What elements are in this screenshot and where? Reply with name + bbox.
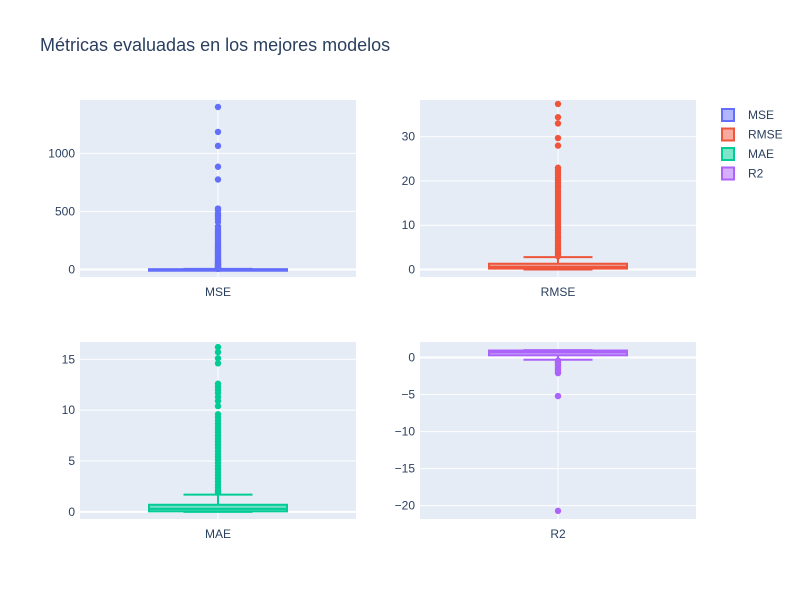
x-tick-label: R2	[550, 527, 566, 541]
outlier-point	[214, 176, 222, 183]
y-tick-label: 20	[402, 174, 416, 188]
y-tick-label: 5	[68, 454, 75, 468]
y-tick-label: 0	[408, 351, 415, 365]
legend-label: RMSE	[748, 128, 783, 142]
outlier-point	[214, 265, 222, 273]
panel-mae: 0 5 10 15 MAE	[62, 342, 356, 541]
x-tick-label: RMSE	[541, 285, 576, 299]
outlier-point	[214, 489, 222, 496]
outlier-point	[554, 114, 562, 121]
outlier-point	[554, 507, 562, 515]
legend-label: MSE	[748, 108, 774, 122]
chart-title: Métricas evaluadas en los mejores modelo…	[40, 35, 390, 55]
outlier-point	[214, 402, 222, 410]
outlier-point	[214, 397, 222, 405]
y-tick-label: 0	[68, 505, 75, 519]
outlier-point	[554, 120, 562, 127]
outlier-point	[214, 218, 222, 226]
y-tick-label: −5	[401, 388, 415, 402]
outlier-point	[554, 134, 562, 142]
y-tick-label: 0	[408, 262, 415, 276]
y-tick-label: 500	[55, 204, 75, 218]
x-tick-label: MAE	[205, 527, 231, 541]
outlier-point	[554, 100, 562, 108]
legend-item-r2[interactable]: R2	[721, 166, 764, 181]
y-tick-label: 15	[62, 352, 76, 366]
outlier-point	[214, 343, 222, 351]
x-tick-label: MSE	[205, 285, 231, 299]
outlier-point	[554, 253, 562, 260]
panel-mse: 0 500 1000 MSE	[48, 100, 356, 299]
panel-r2: 0 −5 −10 −15 −20 R2	[395, 342, 696, 541]
legend-swatch	[721, 108, 735, 122]
legend-item-mse[interactable]: MSE	[721, 108, 774, 122]
legend-label: R2	[748, 167, 764, 181]
y-tick-label: −10	[395, 425, 416, 439]
y-tick-label: 0	[68, 262, 75, 276]
y-tick-label: −15	[395, 462, 416, 476]
outlier-point	[554, 392, 562, 400]
outlier-point	[214, 355, 222, 362]
outlier-point	[214, 163, 222, 170]
y-tick-label: −20	[395, 499, 416, 513]
panel-rmse: 0 10 20 30 RMSE	[402, 100, 696, 299]
outlier-point	[554, 369, 562, 377]
legend[interactable]: MSE RMSE MAE R2	[721, 108, 783, 181]
legend-item-rmse[interactable]: RMSE	[721, 127, 783, 142]
outlier-point	[214, 142, 222, 150]
y-tick-label: 10	[62, 403, 76, 417]
y-tick-label: 1000	[48, 146, 75, 160]
legend-swatch	[721, 166, 735, 181]
outlier-point	[214, 360, 222, 367]
y-tick-label: 10	[402, 218, 416, 232]
y-tick-label: 30	[402, 130, 416, 144]
outlier-point	[214, 103, 222, 111]
legend-item-mae[interactable]: MAE	[721, 147, 774, 161]
legend-swatch	[721, 147, 735, 161]
outlier-point	[214, 128, 222, 136]
outlier-point	[214, 348, 222, 356]
outlier-point	[554, 142, 562, 149]
legend-swatch	[721, 127, 735, 142]
legend-label: MAE	[748, 147, 774, 161]
